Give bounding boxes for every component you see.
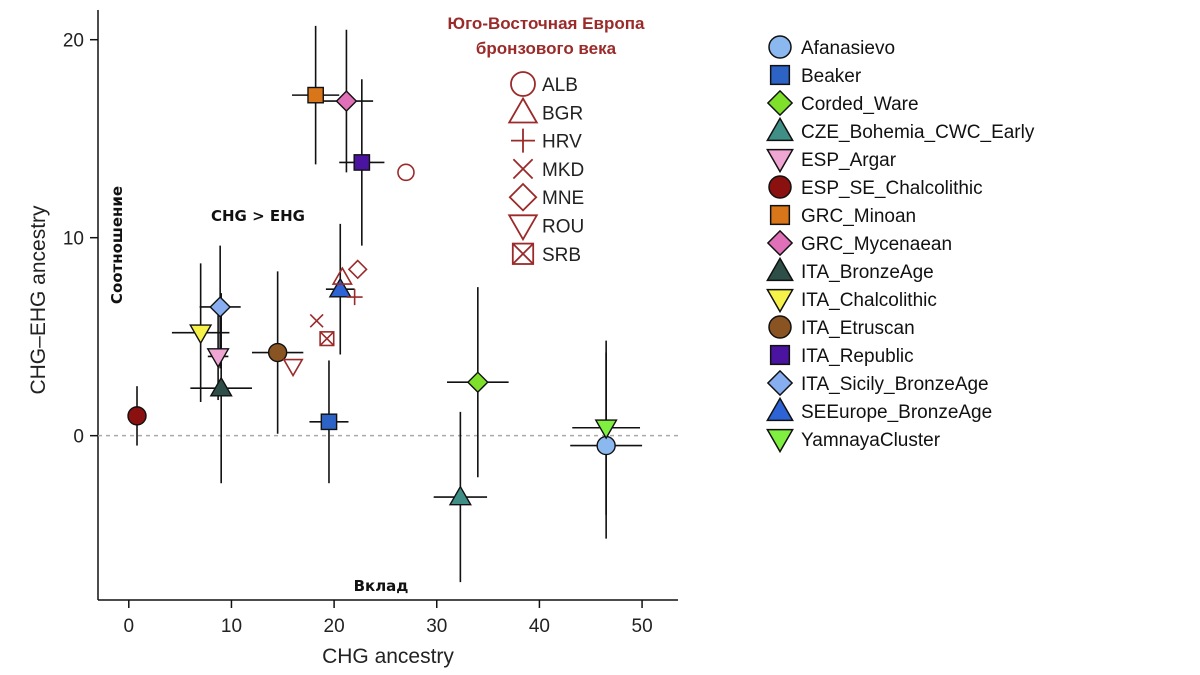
- legend-marker-ITA_Chalcolithic: [766, 288, 794, 314]
- y-tick-label: 0: [73, 427, 84, 448]
- x-tick-label: 20: [324, 616, 345, 637]
- legend-label: Afanasievo: [801, 38, 895, 59]
- point-ESP_SE_Chalcolithic: [127, 406, 147, 426]
- individual-MNE: [347, 259, 368, 280]
- point-ITA_Sicily_BronzeAge: [209, 296, 232, 318]
- legend-marker-YamnayaCluster: [766, 428, 794, 454]
- individuals-legend-marker-MNE: [508, 182, 538, 212]
- legend-label: ITA_Etruscan: [801, 318, 915, 339]
- legend-label: ITA_Sicily_BronzeAge: [801, 374, 989, 395]
- individuals-legend: Юго-Восточная Европа бронзового века ALB…: [448, 14, 645, 266]
- axes: [97, 10, 678, 601]
- individuals-legend-label: BGR: [542, 103, 583, 124]
- x-tick-label: 50: [632, 616, 653, 637]
- x-tick-label: 30: [426, 616, 447, 637]
- legend-marker-ITA_Republic: [769, 344, 791, 366]
- x-tick-label: 0: [124, 616, 135, 637]
- legend-label: Beaker: [801, 66, 862, 87]
- individuals-legend-label: MKD: [542, 160, 584, 181]
- individuals-legend-label: MNE: [542, 188, 584, 209]
- point-SEEurope_BronzeAge: [328, 277, 352, 298]
- legend-marker-ITA_BronzeAge: [766, 256, 794, 282]
- legend-marker-Afanasievo: [768, 35, 792, 59]
- point-Corded_Ware: [466, 371, 489, 394]
- legend-marker-ITA_Etruscan: [768, 315, 792, 339]
- point-CZE_Bohemia_CWC_Early: [448, 485, 472, 506]
- legend-label: ESP_Argar: [801, 150, 897, 171]
- point-ESP_Argar: [206, 348, 230, 369]
- x-axis-label: CHG ancestry: [322, 645, 454, 668]
- individuals-legend-marker-ALB: [510, 71, 536, 97]
- individual-SRB: [319, 331, 335, 347]
- legend-marker-Corded_Ware: [766, 89, 794, 117]
- legend-marker-ITA_Sicily_BronzeAge: [766, 369, 794, 397]
- legend-marker-ESP_SE_Chalcolithic: [768, 175, 792, 199]
- individuals-legend-title-line1: Юго-Восточная Европа: [448, 14, 645, 33]
- annotation-contribution: Вклад: [354, 577, 409, 595]
- legend-label: ITA_BronzeAge: [801, 262, 934, 283]
- point-Beaker: [320, 413, 338, 431]
- individual-ROU: [282, 358, 304, 378]
- individual-MKD: [309, 313, 324, 328]
- legend-label: CZE_Bohemia_CWC_Early: [801, 122, 1035, 143]
- individuals-legend-marker-ROU: [507, 214, 539, 242]
- legend-marker-ESP_Argar: [766, 148, 794, 174]
- point-GRC_Minoan: [307, 86, 324, 104]
- legend-label: ITA_Chalcolithic: [801, 290, 937, 311]
- point-GRC_Mycenaean: [335, 90, 358, 112]
- individuals-legend-label: SRB: [542, 245, 581, 266]
- legend-marker-Beaker: [769, 64, 791, 86]
- individual-ALB: [397, 163, 415, 182]
- groups-legend: Afanasievo Beaker Corded_Ware CZE_Bohemia_C…: [766, 35, 1035, 454]
- individual-HRV: [346, 289, 363, 306]
- individuals-legend-marker-HRV: [511, 128, 535, 153]
- individual-BGR: [331, 266, 353, 285]
- y-axis-label: CHG–EHG ancestry: [27, 205, 50, 395]
- individuals-legend-label: ROU: [542, 217, 584, 238]
- x-tick-label: 10: [221, 616, 242, 637]
- legend-label: YamnayaCluster: [801, 430, 941, 451]
- point-ITA_Republic: [353, 154, 371, 171]
- individuals-legend-label: HRV: [542, 132, 582, 153]
- point-ITA_BronzeAge: [209, 376, 233, 397]
- legend-marker-GRC_Mycenaean: [766, 229, 794, 257]
- individuals-legend-label: ALB: [542, 75, 578, 96]
- legend-label: Corded_Ware: [801, 94, 919, 115]
- individuals-legend-title-line2: бронзового века: [476, 39, 617, 58]
- legend-label: GRC_Mycenaean: [801, 234, 952, 255]
- individuals-legend-marker-SRB: [511, 242, 535, 265]
- annotation-chg-gt-ehg: CHG > EHG: [211, 207, 305, 225]
- x-tick-label: 40: [529, 616, 550, 637]
- y-tick-label: 20: [63, 31, 84, 52]
- legend-label: ITA_Republic: [801, 346, 914, 367]
- legend-marker-SEEurope_BronzeAge: [766, 396, 794, 422]
- point-ITA_Chalcolithic: [189, 324, 213, 345]
- y-tick-label: 10: [63, 229, 84, 250]
- annotation-ratio: Соотношение: [108, 186, 126, 304]
- point-ITA_Etruscan: [267, 342, 288, 363]
- point-YamnayaCluster: [594, 419, 618, 440]
- legend-marker-GRC_Minoan: [769, 204, 791, 226]
- individuals-legend-marker-BGR: [507, 96, 539, 124]
- legend-label: GRC_Minoan: [801, 206, 916, 227]
- legend-marker-CZE_Bohemia_CWC_Early: [766, 116, 794, 142]
- individuals-legend-marker-MKD: [512, 158, 534, 180]
- legend-label: ESP_SE_Chalcolithic: [801, 178, 983, 199]
- legend-label: SEEurope_BronzeAge: [801, 402, 992, 423]
